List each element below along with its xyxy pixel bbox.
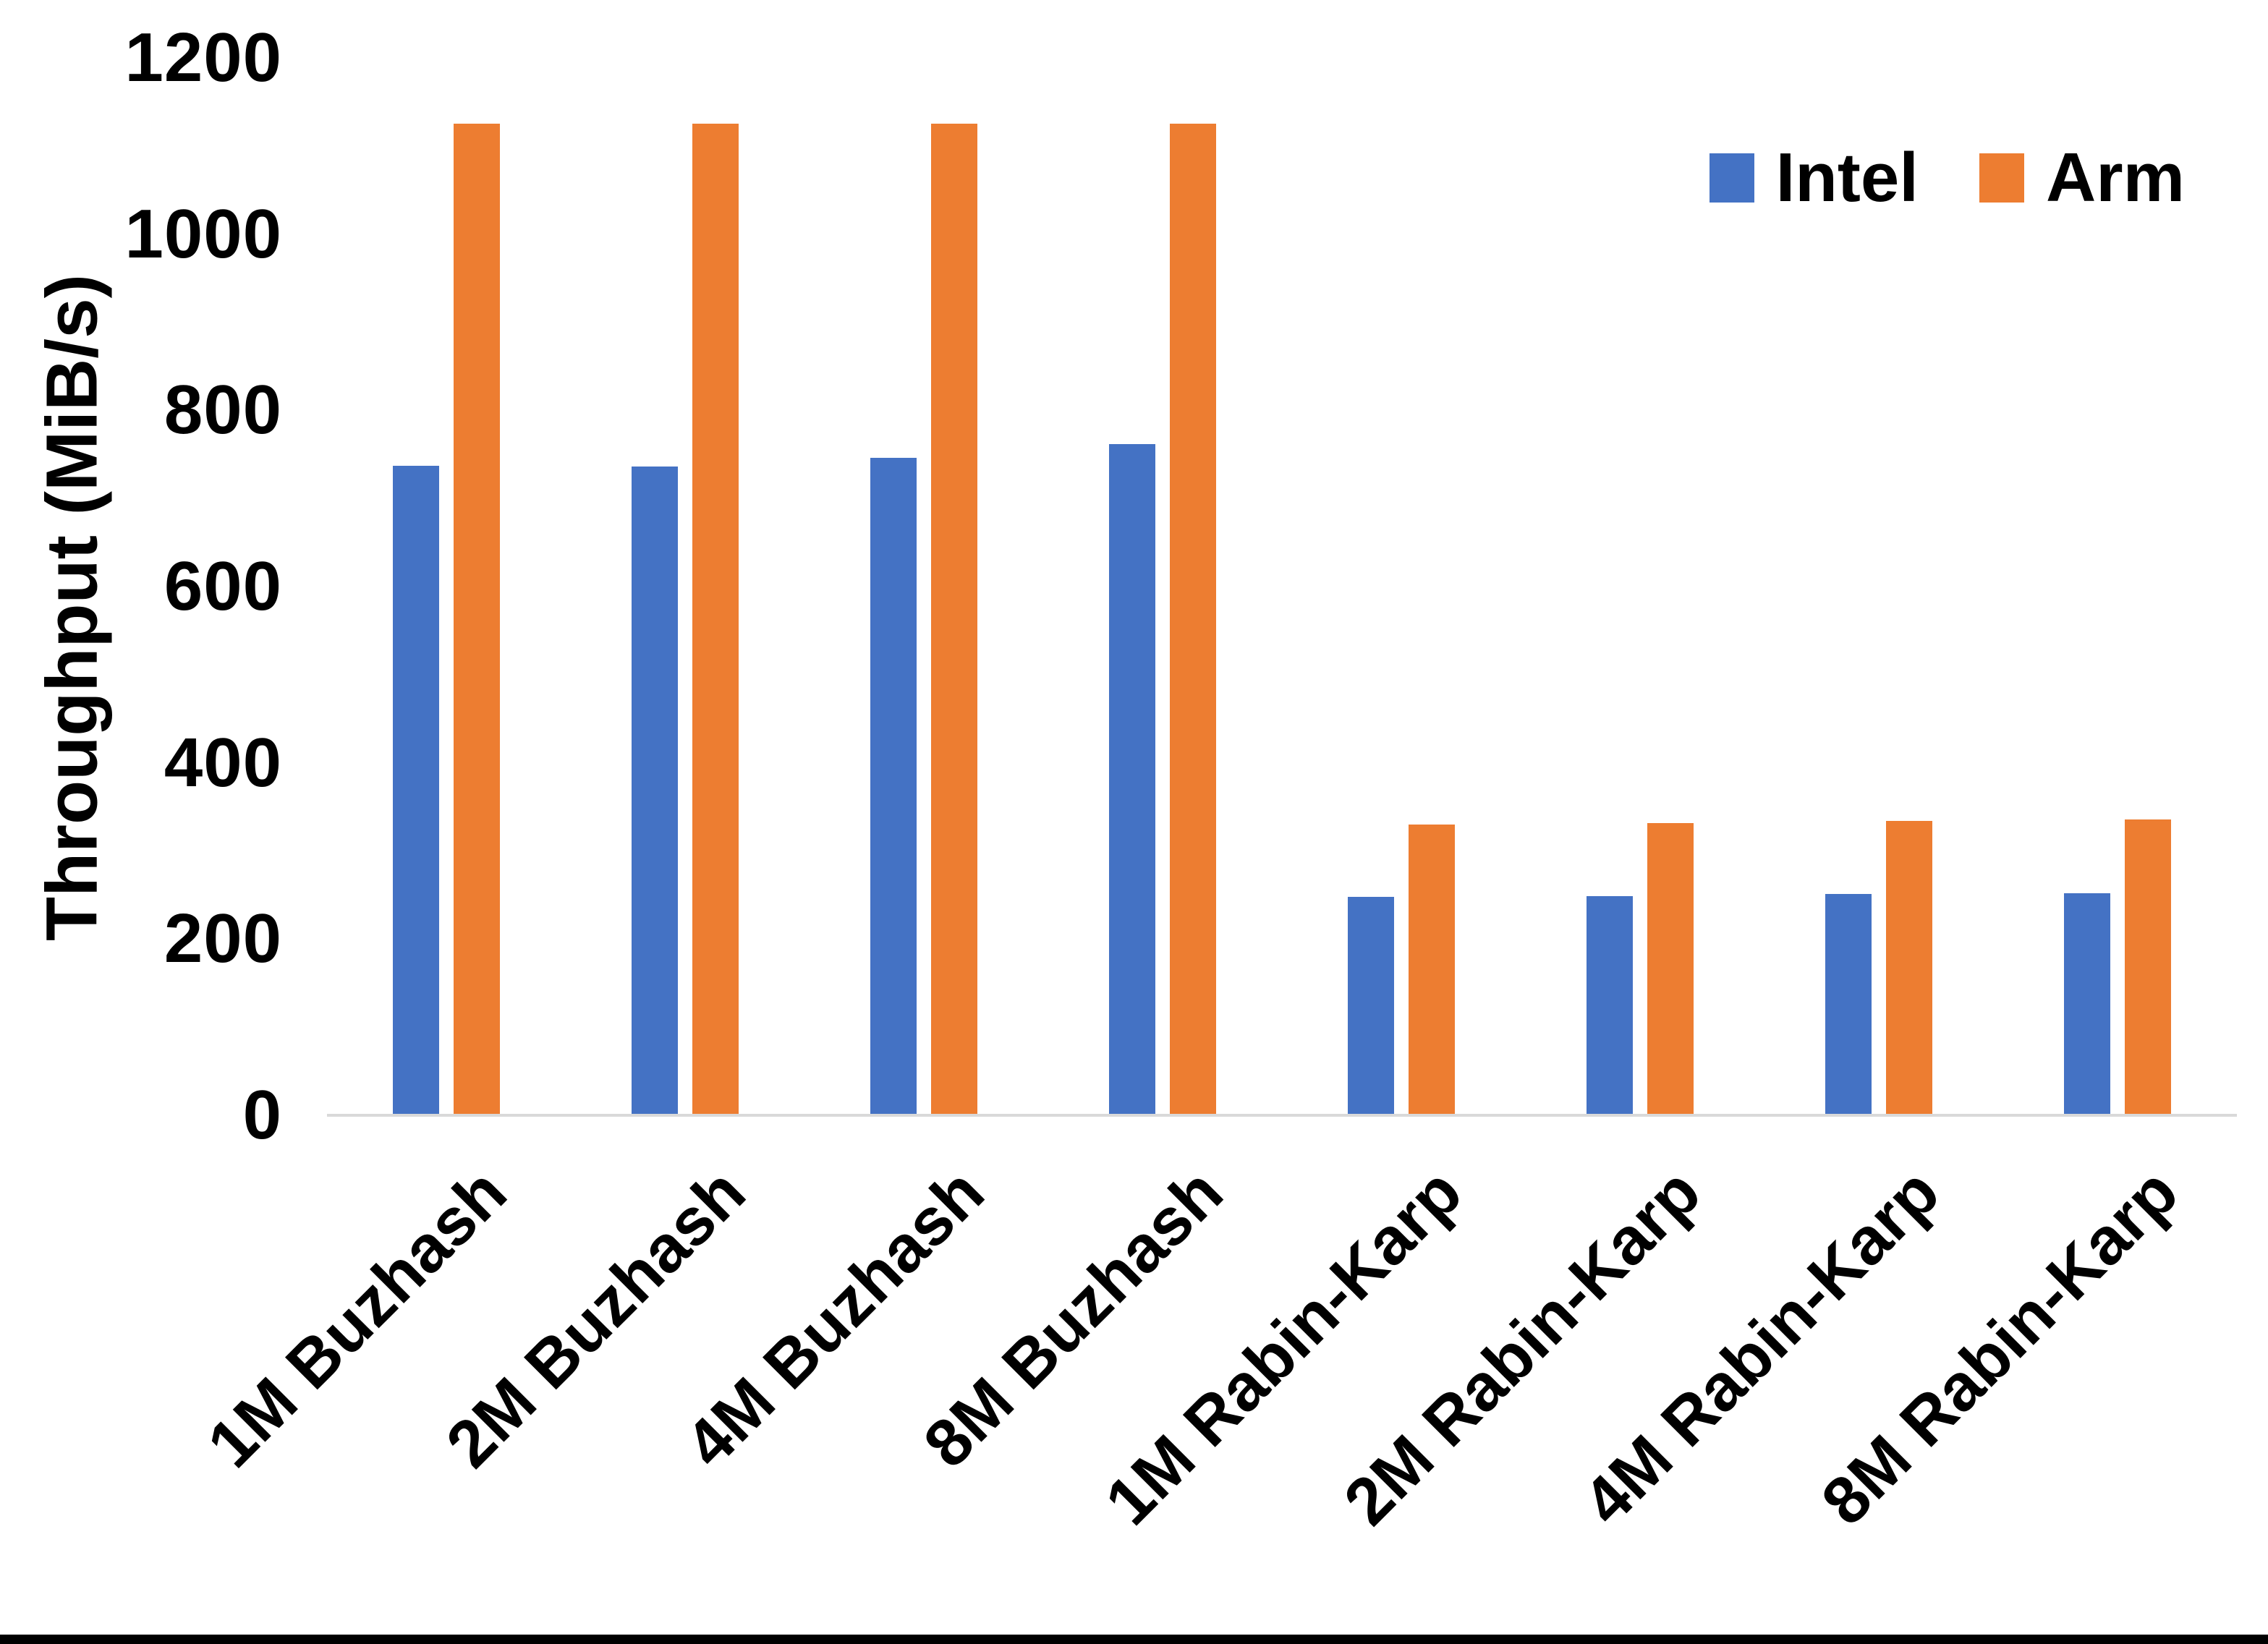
legend: Intel Arm <box>1709 139 2185 216</box>
bar-intel-4m-buzhash <box>870 458 917 1115</box>
bar-arm-4m-rabin-karp <box>1886 821 1932 1115</box>
bar-intel-4m-rabin-karp <box>1825 894 1872 1115</box>
bar-arm-2m-rabin-karp <box>1647 822 1694 1115</box>
y-tick-label-0: 0 <box>242 1076 282 1154</box>
bar-arm-8m-buzhash <box>1170 124 1216 1115</box>
bar-arm-1m-rabin-karp <box>1409 824 1455 1115</box>
window-bottom-border <box>0 1635 2268 1644</box>
legend-item-intel: Intel <box>1709 139 1919 216</box>
y-tick-label-600: 600 <box>163 548 282 625</box>
y-tick-label-800: 800 <box>163 371 282 449</box>
bar-group-8m-rabin-karp <box>1998 58 2237 1115</box>
bar-intel-8m-buzhash <box>1109 443 1155 1115</box>
bar-group-4m-rabin-karp <box>1759 58 1998 1115</box>
bar-group-1m-rabin-karp <box>1282 58 1521 1115</box>
bar-intel-2m-rabin-karp <box>1587 895 1633 1115</box>
bar-intel-2m-buzhash <box>632 467 678 1115</box>
intel-legend-swatch-icon <box>1709 153 1754 203</box>
bar-arm-8m-rabin-karp <box>2125 819 2171 1115</box>
bar-group-8m-buzhash <box>1043 58 1282 1115</box>
bar-group-4m-buzhash <box>804 58 1043 1115</box>
bar-arm-4m-buzhash <box>931 124 977 1115</box>
y-tick-label-1200: 1200 <box>124 19 282 96</box>
plot-area <box>327 58 2237 1117</box>
x-axis-line <box>327 1114 2237 1117</box>
bar-intel-8m-rabin-karp <box>2064 893 2110 1115</box>
y-axis-tick-labels: 0 200 400 600 800 1000 1200 <box>0 19 282 1154</box>
bar-group-2m-buzhash <box>566 58 804 1115</box>
legend-item-arm: Arm <box>1979 143 2185 213</box>
bar-arm-1m-buzhash <box>454 124 500 1115</box>
bar-arm-2m-buzhash <box>692 124 739 1115</box>
bar-intel-1m-buzhash <box>393 466 439 1115</box>
y-tick-label-1000: 1000 <box>124 195 282 273</box>
bar-group-2m-rabin-karp <box>1521 58 1759 1115</box>
y-tick-label-400: 400 <box>163 723 282 801</box>
legend-label-intel: Intel <box>1775 139 1919 216</box>
x-axis-tick-labels: 1M Buzhash 2M Buzhash 4M Buzhash 8M Buzhash… <box>194 1128 2237 1539</box>
bar-intel-1m-rabin-karp <box>1348 896 1394 1115</box>
bar-group-1m-buzhash <box>327 58 566 1115</box>
legend-label-arm: Arm <box>2045 139 2185 216</box>
arm-legend-swatch-icon <box>1979 153 2024 203</box>
y-tick-label-200: 200 <box>163 900 282 978</box>
